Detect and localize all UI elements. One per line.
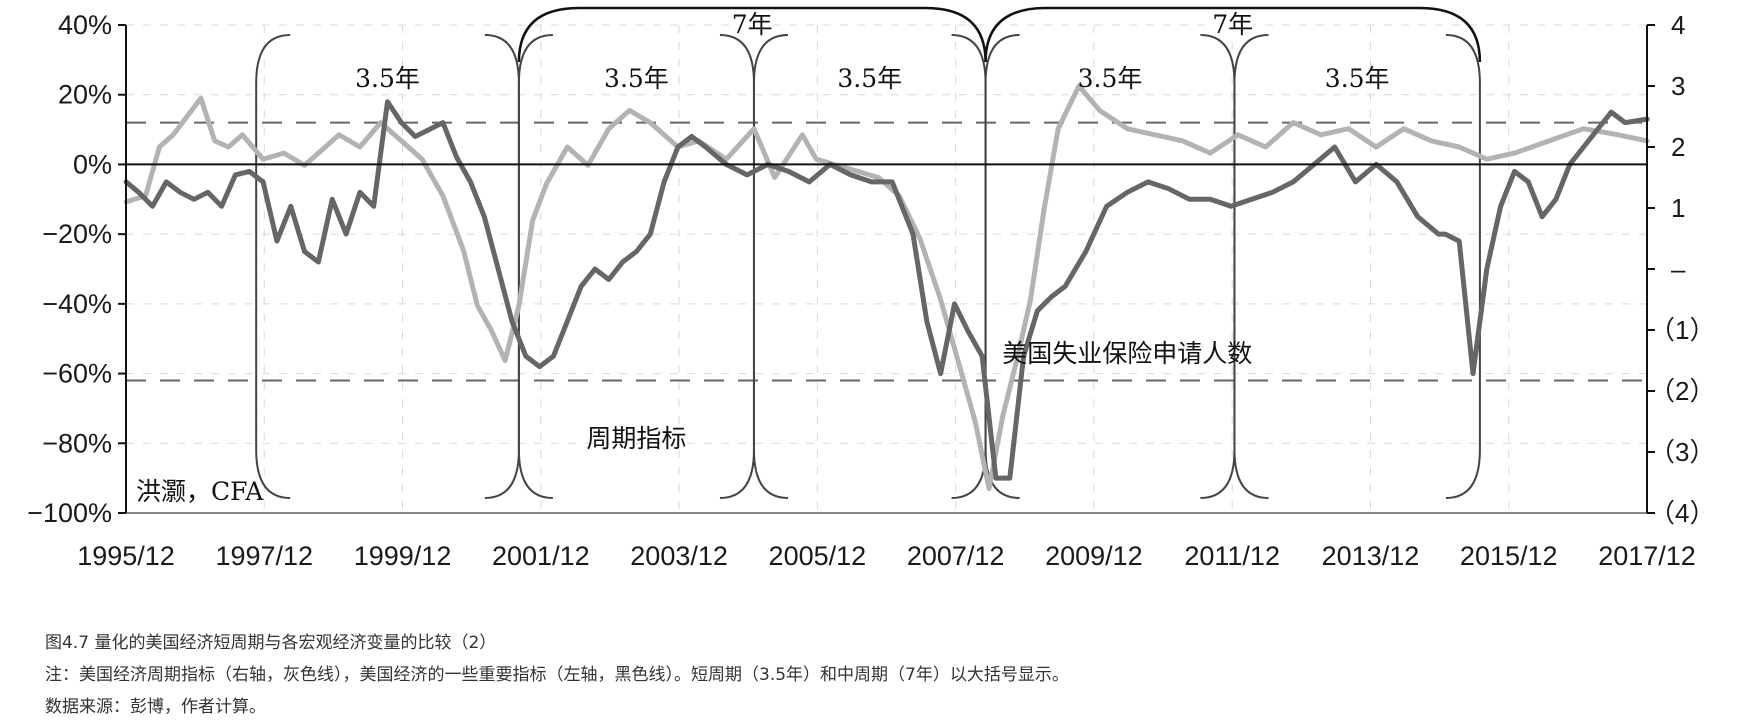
x-tick-label-4: 2003/12 (630, 541, 728, 571)
x-tick-label-10: 2015/12 (1460, 541, 1558, 571)
axes: 40% 20% 0% −20% −40% −60% −80% −100% 4 3 2 1 – （1） （2）… (27, 10, 1715, 571)
x-tick-label-6: 2007/12 (907, 541, 1005, 571)
short-cycle-bracket-open-0 (255, 34, 291, 499)
short-cycle-label-1: 3.5年 (604, 64, 669, 93)
left-tick-label-0: 40% (58, 10, 112, 40)
series-lines (123, 83, 1650, 492)
cycle-chart: 40% 20% 0% −20% −40% −60% −80% −100% 4 3 2 1 – （1） （2）… (27, 6, 1715, 571)
figure-note: 注：美国经济周期指标（右轴，灰色线），美国经济的一些重要指标（左轴，黑色线）。短… (45, 665, 1069, 685)
series-line-0 (123, 83, 1650, 492)
short-cycle-bracket-open-2 (752, 34, 788, 499)
right-tick-label-7: （3） (1649, 437, 1715, 467)
x-tick-label-3: 2001/12 (492, 541, 590, 571)
short-cycle-label-4: 3.5年 (1325, 64, 1390, 93)
right-tick-label-5: （1） (1649, 315, 1715, 345)
x-tick-label-1: 1997/12 (215, 541, 313, 571)
x-tick-label-5: 2005/12 (769, 541, 867, 571)
right-tick-label-0: 4 (1671, 10, 1685, 40)
mid-cycle-label-bg-0 (732, 10, 773, 34)
right-tick-label-4: – (1671, 254, 1686, 284)
figure-source: 数据来源：彭博，作者计算。 (45, 697, 266, 717)
x-tick-label-2: 1999/12 (354, 541, 452, 571)
short-cycle-bracket-open-4 (1233, 34, 1269, 499)
mid-cycle-brace-0 (517, 6, 987, 63)
right-tick-label-1: 3 (1671, 71, 1685, 101)
right-tick-label-6: （2） (1649, 376, 1715, 406)
left-tick-label-6: −80% (42, 428, 112, 458)
indicator-label: 周期指标 (586, 424, 686, 453)
left-tick-label-5: −60% (42, 359, 112, 389)
short-cycle-bracket-close-3 (951, 34, 987, 499)
reference-lines (126, 121, 1647, 382)
x-tick-label-8: 2011/12 (1184, 541, 1280, 571)
x-tick-label-11: 2017/12 (1598, 541, 1696, 571)
cycle-braces (255, 6, 1482, 499)
x-tick-label-0: 1995/12 (77, 541, 175, 571)
left-tick-label-7: −100% (27, 498, 112, 528)
short-cycle-bracket-close-4 (1200, 34, 1236, 499)
short-cycle-bracket-open-1 (517, 34, 553, 499)
figure-caption: 图4.7 量化的美国经济短周期与各宏观经济变量的比较（2） (45, 633, 497, 653)
short-cycle-bracket-open-3 (984, 34, 1020, 499)
right-tick-label-8: （4） (1649, 498, 1715, 528)
short-cycle-bracket-close-5 (1445, 34, 1481, 499)
left-tick-label-4: −40% (42, 289, 112, 319)
left-tick-label-3: −20% (42, 219, 112, 249)
claims-label: 美国失业保险申请人数 (1002, 339, 1252, 368)
short-cycle-label-3: 3.5年 (1078, 64, 1143, 93)
left-tick-label-2: 0% (73, 149, 112, 179)
author-label: 洪灏，CFA (136, 477, 264, 506)
right-tick-label-3: 1 (1671, 193, 1685, 223)
x-tick-label-7: 2009/12 (1045, 541, 1143, 571)
mid-cycle-brace-1 (984, 6, 1482, 63)
mid-cycle-label-bg-1 (1212, 10, 1253, 34)
grid (125, 24, 1648, 514)
right-tick-label-2: 2 (1671, 132, 1685, 162)
left-tick-label-1: 20% (58, 80, 112, 110)
mid-cycle-label-0: 7年 (732, 10, 773, 39)
x-tick-label-9: 2013/12 (1322, 541, 1420, 571)
mid-cycle-label-1: 7年 (1212, 10, 1253, 39)
short-cycle-label-0: 3.5年 (355, 64, 420, 93)
short-cycle-label-2: 3.5年 (837, 64, 902, 93)
short-cycle-bracket-close-2 (719, 34, 755, 499)
series-line-1 (123, 99, 1650, 481)
short-cycle-bracket-close-1 (484, 34, 520, 499)
